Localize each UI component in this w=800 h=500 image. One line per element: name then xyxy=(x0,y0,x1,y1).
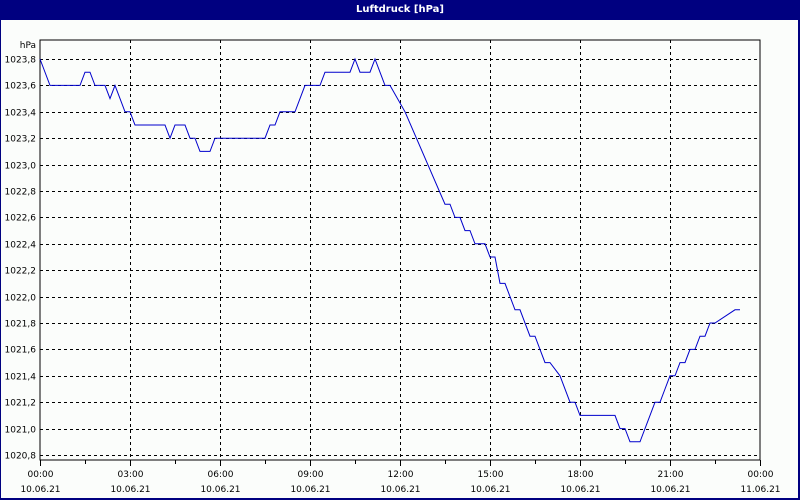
y-tick-label: 1021,0 xyxy=(5,426,37,436)
y-tick-label: 1022,6 xyxy=(5,214,37,224)
y-tick-label: 1022,8 xyxy=(5,188,37,198)
chart-panel xyxy=(1,20,798,498)
x-tick-date: 10.06.21 xyxy=(200,485,240,495)
x-tick-time: 21:00 xyxy=(658,470,684,480)
y-tick-label: 1021,8 xyxy=(5,320,37,330)
y-tick-label: 1022,2 xyxy=(5,267,37,277)
y-tick-label: 1022,4 xyxy=(5,241,37,251)
x-tick-time: 00:00 xyxy=(28,470,54,480)
x-tick-date: 10.06.21 xyxy=(110,485,150,495)
x-tick-date: 10.06.21 xyxy=(560,485,600,495)
x-axis: 00:00 10.06.21 03:00 10.06.21 06:00 10.06.21 0… xyxy=(20,460,781,495)
y-axis-unit-label: hPa xyxy=(20,41,36,51)
y-tick-label: 1021,2 xyxy=(5,399,37,409)
y-axis: 1023,8 1023,6 1023,4 1023,2 1023,0 1022,8 1022… xyxy=(5,56,37,462)
grid-lines xyxy=(40,40,760,460)
y-tick-label: 1023,4 xyxy=(5,109,37,119)
x-tick-date: 11.06.21 xyxy=(740,485,780,495)
y-tick-label: 1021,4 xyxy=(5,373,37,383)
x-tick-time: 15:00 xyxy=(478,470,504,480)
y-tick-label: 1020,8 xyxy=(5,452,37,462)
x-tick-time: 06:00 xyxy=(208,470,234,480)
y-tick-label: 1023,2 xyxy=(5,135,37,145)
x-tick-time: 03:00 xyxy=(118,470,144,480)
pressure-series-line xyxy=(39,57,740,443)
x-tick-date: 10.06.21 xyxy=(290,485,330,495)
x-tick-date: 10.06.21 xyxy=(20,485,60,495)
y-tick-label: 1023,6 xyxy=(5,82,37,92)
y-tick-label: 1023,0 xyxy=(5,162,37,172)
chart-title: Luftdruck [hPa] xyxy=(0,0,800,20)
x-tick-date: 10.06.21 xyxy=(380,485,420,495)
x-tick-time: 00:00 xyxy=(748,470,774,480)
x-tick-time: 18:00 xyxy=(568,470,594,480)
y-tick-label: 1023,8 xyxy=(5,56,37,66)
y-tick-label: 1022,0 xyxy=(5,294,37,304)
x-tick-time: 12:00 xyxy=(388,470,414,480)
x-tick-date: 10.06.21 xyxy=(650,485,690,495)
x-tick-time: 09:00 xyxy=(298,470,324,480)
y-tick-label: 1021,6 xyxy=(5,346,37,356)
x-tick-date: 10.06.21 xyxy=(470,485,510,495)
